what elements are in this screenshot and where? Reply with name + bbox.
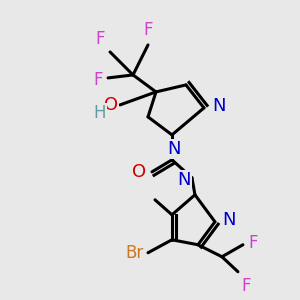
Text: N: N — [222, 211, 236, 229]
Text: N: N — [212, 97, 225, 115]
Text: O: O — [132, 163, 146, 181]
Text: F: F — [95, 30, 105, 48]
Text: N: N — [167, 140, 181, 158]
Text: N: N — [178, 171, 191, 189]
Text: O: O — [104, 96, 118, 114]
Text: F: F — [94, 71, 103, 89]
Text: Br: Br — [126, 244, 144, 262]
Text: F: F — [248, 234, 257, 252]
Text: F: F — [143, 21, 153, 39]
Text: H: H — [94, 104, 106, 122]
Text: F: F — [241, 277, 250, 295]
